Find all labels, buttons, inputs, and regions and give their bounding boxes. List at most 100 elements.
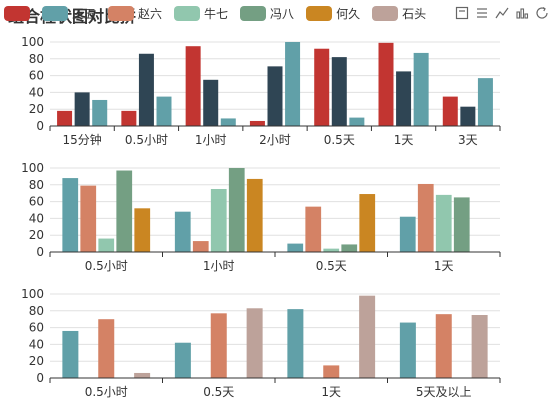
bar bbox=[74, 92, 90, 126]
legend-label: 冯八 bbox=[270, 6, 295, 21]
bar bbox=[453, 197, 470, 252]
bar bbox=[267, 66, 283, 126]
bar bbox=[399, 216, 416, 252]
bar bbox=[435, 314, 452, 378]
x-tick-label: 0.5天 bbox=[203, 385, 234, 399]
bar bbox=[285, 42, 301, 126]
bar bbox=[359, 295, 376, 378]
bar bbox=[116, 170, 133, 252]
legend-swatch bbox=[174, 5, 201, 21]
y-tick-label: 0 bbox=[36, 371, 44, 385]
y-tick-label: 60 bbox=[29, 69, 44, 83]
x-tick-label: 0.5天 bbox=[324, 133, 355, 147]
bar bbox=[341, 244, 358, 252]
legend-label: 牛七 bbox=[204, 6, 229, 21]
bar bbox=[138, 53, 154, 127]
chart-2: 0 20 40 60 80 100 0.5小时 1小时 0.5天 1天 bbox=[21, 161, 501, 273]
y-tick-label: 40 bbox=[29, 211, 44, 225]
legend-swatch bbox=[108, 5, 135, 21]
legend-item[interactable]: 牛七 bbox=[174, 5, 228, 22]
bar bbox=[331, 57, 347, 127]
x-tick-label: 5天及以上 bbox=[416, 385, 472, 399]
legend-item[interactable]: 赵六 bbox=[108, 5, 162, 22]
bar bbox=[314, 48, 330, 126]
bar bbox=[249, 120, 265, 126]
bar bbox=[98, 238, 115, 252]
x-tick-label: 1小时 bbox=[203, 259, 235, 273]
bar bbox=[435, 194, 452, 252]
bar bbox=[121, 110, 137, 126]
x-tick-label: 0.5小时 bbox=[85, 385, 128, 399]
bar bbox=[246, 178, 263, 252]
y-tick-label: 20 bbox=[29, 354, 44, 368]
y-tick-label: 100 bbox=[21, 35, 44, 49]
y-tick-label: 60 bbox=[29, 195, 44, 209]
bar bbox=[92, 99, 108, 126]
y-tick-label: 20 bbox=[29, 102, 44, 116]
bar bbox=[399, 322, 416, 378]
bar bbox=[471, 315, 488, 378]
legend: 王五 赵六 牛七 冯八 何久 石头 bbox=[4, 3, 438, 23]
bar bbox=[349, 117, 365, 126]
legend-item[interactable]: 石头 bbox=[372, 5, 426, 22]
x-tick-label: 3天 bbox=[458, 133, 478, 147]
refresh-icon[interactable] bbox=[534, 5, 550, 21]
bar bbox=[323, 365, 340, 378]
bar bbox=[378, 42, 394, 127]
legend-label: 石头 bbox=[402, 6, 427, 21]
legend-swatch bbox=[4, 5, 30, 21]
legend-swatch bbox=[240, 5, 267, 21]
legend-item[interactable]: 冯八 bbox=[240, 5, 294, 22]
x-tick-label: 1天 bbox=[394, 133, 414, 147]
legend-swatch bbox=[42, 5, 68, 21]
bar bbox=[323, 248, 340, 252]
page-title: 组合柱状图对比拼 bbox=[8, 7, 137, 26]
legend-item[interactable] bbox=[4, 5, 30, 21]
y-tick-label: 100 bbox=[21, 161, 44, 175]
bar bbox=[203, 79, 219, 126]
bar bbox=[185, 46, 201, 127]
y-tick-label: 60 bbox=[29, 321, 44, 335]
legend-item[interactable]: 何久 bbox=[306, 5, 360, 22]
y-tick-label: 40 bbox=[29, 337, 44, 351]
bar bbox=[156, 96, 172, 126]
bar bbox=[174, 342, 191, 378]
legend-item[interactable]: 王五 bbox=[42, 5, 96, 22]
toolbox bbox=[450, 3, 550, 23]
chart-1: 0 20 40 60 80 100 15分钟 0.5小时 1小时 2小时 0.5天 1天 3天 bbox=[21, 35, 501, 147]
y-tick-label: 0 bbox=[36, 245, 44, 259]
bar bbox=[134, 208, 151, 252]
chart-3: 0 20 40 60 80 100 0.5小时 0.5天 1天 5天及以上 bbox=[21, 287, 501, 399]
y-tick-label: 100 bbox=[21, 287, 44, 301]
bar bbox=[57, 110, 73, 126]
y-tick-label: 80 bbox=[29, 52, 44, 66]
data-view-icon[interactable] bbox=[474, 5, 490, 21]
x-tick-label: 0.5天 bbox=[316, 259, 347, 273]
bar bbox=[417, 183, 434, 252]
bar bbox=[228, 168, 245, 252]
bar bbox=[305, 206, 322, 252]
bar bbox=[460, 106, 476, 126]
bar bbox=[287, 243, 304, 252]
x-tick-label: 1天 bbox=[321, 385, 341, 399]
x-tick-label: 1天 bbox=[434, 259, 454, 273]
y-tick-label: 0 bbox=[36, 119, 44, 133]
bar-chart-icon[interactable] bbox=[514, 5, 530, 21]
bar bbox=[98, 319, 115, 378]
x-tick-label: 15分钟 bbox=[63, 132, 102, 147]
bar bbox=[442, 96, 458, 126]
bar bbox=[477, 78, 493, 126]
bar bbox=[413, 52, 429, 126]
line-chart-icon[interactable] bbox=[494, 5, 510, 21]
bar bbox=[62, 330, 79, 378]
legend-swatch bbox=[306, 5, 333, 21]
x-tick-label: 1小时 bbox=[195, 133, 227, 147]
legend-label: 何久 bbox=[336, 6, 361, 21]
bar bbox=[192, 241, 209, 252]
x-tick-label: 0.5小时 bbox=[85, 259, 128, 273]
restore-icon[interactable] bbox=[454, 5, 470, 21]
bar bbox=[80, 185, 97, 252]
y-tick-label: 40 bbox=[29, 85, 44, 99]
legend-label: 赵六 bbox=[138, 6, 163, 21]
